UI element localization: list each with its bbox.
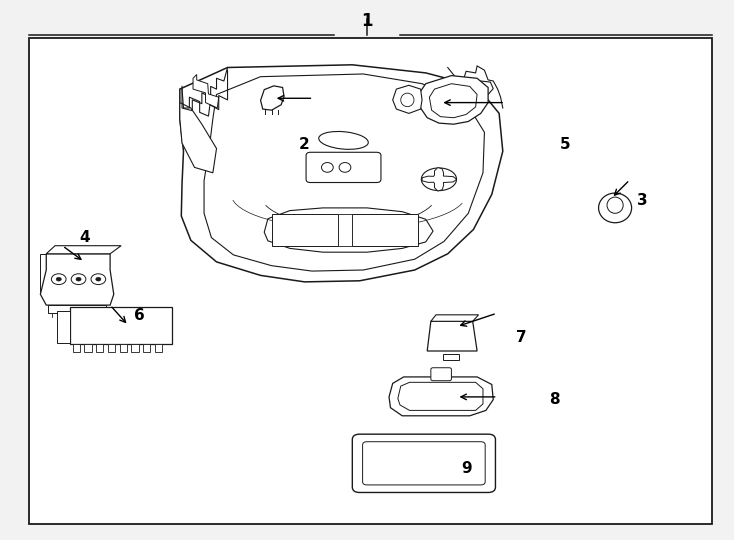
Polygon shape xyxy=(393,85,422,113)
Bar xyxy=(108,344,115,352)
Text: 1: 1 xyxy=(361,11,373,30)
Polygon shape xyxy=(48,305,106,313)
Polygon shape xyxy=(418,76,488,124)
Bar xyxy=(143,344,150,352)
Bar xyxy=(96,344,103,352)
FancyBboxPatch shape xyxy=(306,152,381,183)
Ellipse shape xyxy=(51,274,66,285)
Text: 7: 7 xyxy=(516,330,526,345)
Ellipse shape xyxy=(321,163,333,172)
Text: 8: 8 xyxy=(549,392,559,407)
Polygon shape xyxy=(264,208,433,252)
Polygon shape xyxy=(431,315,479,321)
Bar xyxy=(352,214,418,246)
Polygon shape xyxy=(193,75,219,108)
Bar xyxy=(338,214,352,246)
Ellipse shape xyxy=(607,197,623,213)
FancyBboxPatch shape xyxy=(352,434,495,492)
Ellipse shape xyxy=(599,193,631,222)
Ellipse shape xyxy=(71,274,86,285)
Ellipse shape xyxy=(95,278,101,281)
Polygon shape xyxy=(40,254,114,305)
Ellipse shape xyxy=(91,274,106,285)
Text: 5: 5 xyxy=(560,137,570,152)
Polygon shape xyxy=(389,377,493,416)
Text: 3: 3 xyxy=(637,193,647,208)
Polygon shape xyxy=(427,321,477,351)
Bar xyxy=(73,344,80,352)
Text: 6: 6 xyxy=(134,308,145,323)
Ellipse shape xyxy=(319,131,368,150)
Polygon shape xyxy=(40,254,46,294)
Ellipse shape xyxy=(56,278,62,281)
Text: 4: 4 xyxy=(79,230,90,245)
Bar xyxy=(57,310,70,343)
Bar xyxy=(443,354,459,360)
Bar xyxy=(70,307,172,344)
Bar xyxy=(120,344,127,352)
Polygon shape xyxy=(476,81,493,94)
Ellipse shape xyxy=(339,163,351,172)
FancyBboxPatch shape xyxy=(431,368,451,381)
Text: 9: 9 xyxy=(461,461,471,476)
Polygon shape xyxy=(261,86,284,110)
FancyBboxPatch shape xyxy=(363,442,485,485)
Polygon shape xyxy=(398,382,483,410)
Ellipse shape xyxy=(421,168,457,191)
Bar xyxy=(84,344,92,352)
Polygon shape xyxy=(429,84,477,118)
Bar xyxy=(131,344,139,352)
Bar xyxy=(272,214,338,246)
Bar xyxy=(155,344,162,352)
Text: 2: 2 xyxy=(299,137,310,152)
Polygon shape xyxy=(422,167,457,191)
Ellipse shape xyxy=(401,93,414,106)
Polygon shape xyxy=(204,74,484,271)
Polygon shape xyxy=(180,65,503,282)
Polygon shape xyxy=(46,246,121,254)
Polygon shape xyxy=(180,103,217,173)
Ellipse shape xyxy=(76,278,81,281)
